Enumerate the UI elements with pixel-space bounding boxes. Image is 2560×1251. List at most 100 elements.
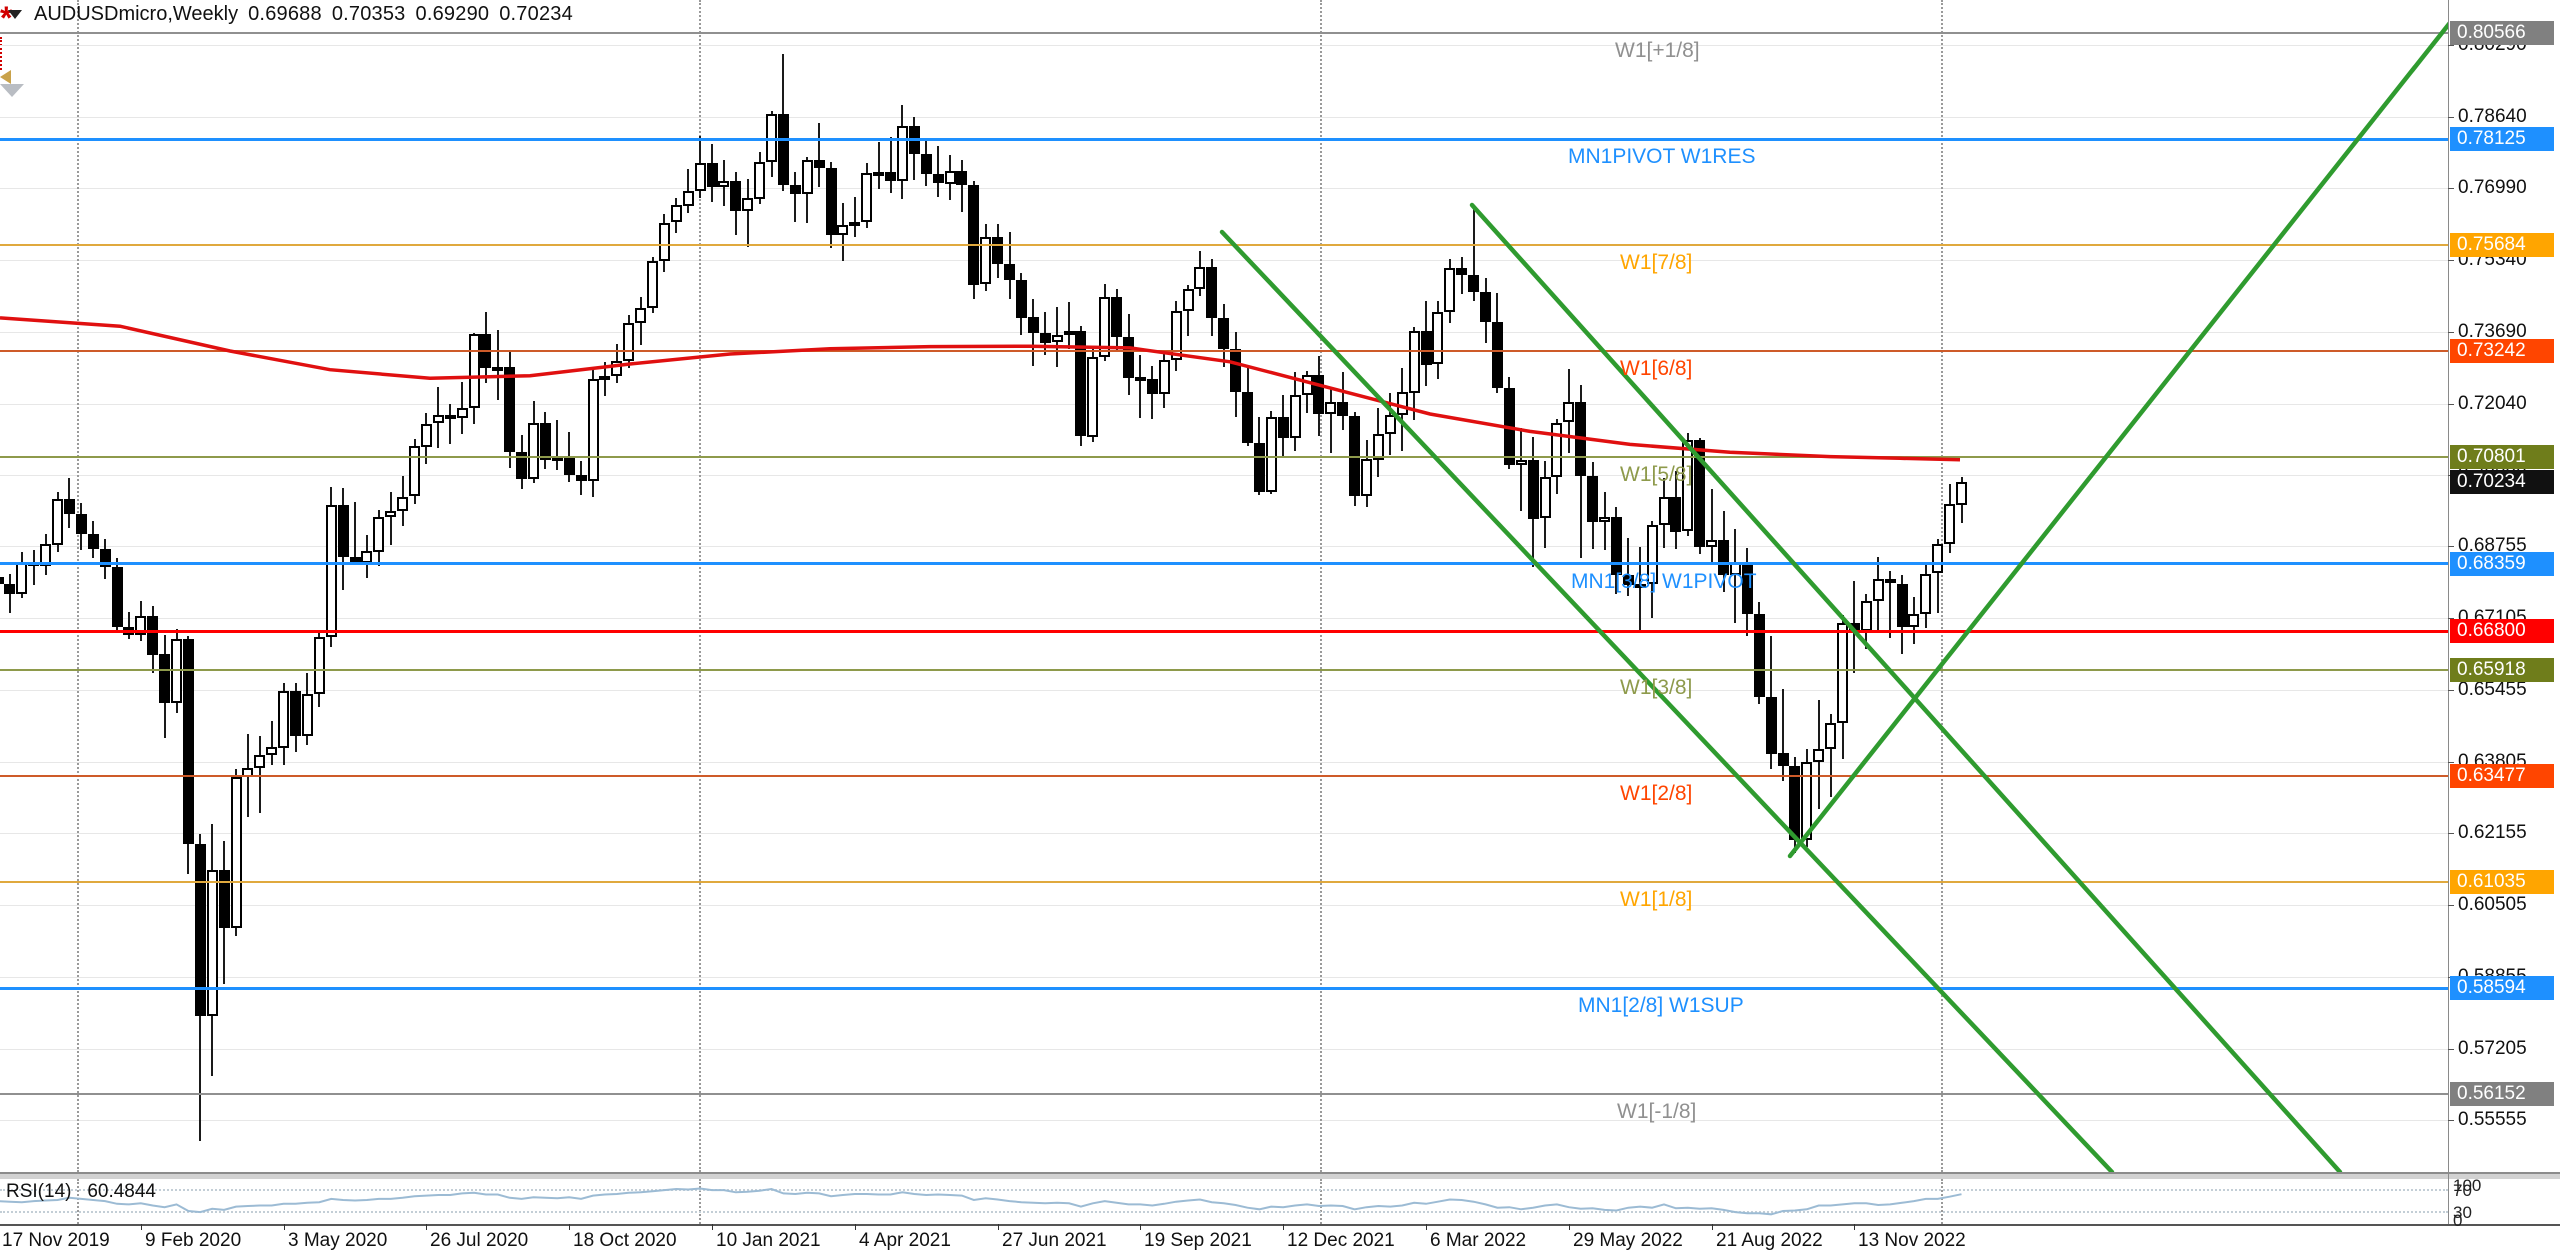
price-tick-mark xyxy=(2448,1120,2454,1121)
bear-candle xyxy=(730,181,741,211)
year-separator-line xyxy=(1941,1179,1943,1224)
murrey-level-line[interactable] xyxy=(0,562,2448,565)
entry-arrow-icon[interactable] xyxy=(0,70,11,84)
murrey-level-line[interactable] xyxy=(0,881,2448,883)
time-tick-mark xyxy=(1712,1224,1713,1230)
time-tick-label: 9 Feb 2020 xyxy=(145,1230,242,1251)
bull-candle xyxy=(1444,268,1455,312)
murrey-level-label: W1[3/8] xyxy=(1620,676,1693,699)
price-tick-mark xyxy=(2448,332,2454,333)
main-chart-pane[interactable]: W1[+1/8] MN1PIVOT W1RES W1[7/8] W1[6/8] W1[5… xyxy=(0,0,2448,1172)
price-tick-mark xyxy=(2448,618,2454,619)
bull-candle xyxy=(373,517,384,552)
grid-line xyxy=(0,905,2448,906)
ohlc-open: 0.69688 xyxy=(248,3,322,25)
grid-line xyxy=(0,260,2448,261)
candle-wick xyxy=(794,172,796,222)
bull-candle xyxy=(1052,335,1063,342)
murrey-level-line[interactable] xyxy=(0,350,2448,352)
bear-candle xyxy=(1754,614,1765,697)
bear-candle xyxy=(1492,322,1503,388)
pane-separator[interactable] xyxy=(0,1172,2560,1179)
murrey-level-line[interactable] xyxy=(0,32,2448,34)
candle-wick xyxy=(1461,257,1463,294)
moving-average-line[interactable] xyxy=(0,316,1961,462)
murrey-level-label: W1[+1/8] xyxy=(1615,39,1700,62)
rsi-line-svg xyxy=(0,1187,1962,1216)
support-line[interactable] xyxy=(0,630,2448,633)
grid-line xyxy=(0,618,2448,619)
bear-candle xyxy=(1075,331,1086,436)
murrey-level-line[interactable] xyxy=(0,244,2448,246)
murrey-level-label: MN1[2/8] W1SUP xyxy=(1578,994,1744,1017)
bull-candle xyxy=(171,639,182,703)
bear-candle xyxy=(1111,297,1122,337)
bull-candle xyxy=(1551,423,1562,477)
price-tick-mark xyxy=(2448,905,2454,906)
bull-candle xyxy=(742,198,753,211)
bear-candle xyxy=(1480,292,1491,322)
bear-candle xyxy=(338,505,349,557)
murrey-level-line[interactable] xyxy=(0,669,2448,671)
murrey-level-line[interactable] xyxy=(0,1093,2448,1095)
bull-candle xyxy=(873,172,884,176)
bear-candle xyxy=(195,844,206,1016)
chart-title: AUDUSDmicro,Weekly 0.69688 0.70353 0.692… xyxy=(8,3,573,26)
bull-candle xyxy=(421,424,432,447)
bear-candle xyxy=(564,457,575,475)
murrey-level-line[interactable] xyxy=(0,987,2448,990)
murrey-level-line[interactable] xyxy=(0,138,2448,141)
current-price-badge: 0.70234 xyxy=(2450,470,2554,494)
price-tick-mark xyxy=(2448,404,2454,405)
candle-wick xyxy=(390,492,392,545)
time-tick-mark xyxy=(1283,1224,1284,1230)
bull-candle xyxy=(231,777,242,928)
level-price-badge: 0.70801 xyxy=(2450,445,2554,469)
rsi-indicator-pane[interactable] xyxy=(0,1179,2448,1224)
candle-wick xyxy=(1734,529,1736,623)
time-tick-mark xyxy=(712,1224,713,1230)
grid-line xyxy=(0,977,2448,978)
murrey-level-label: MN1PIVOT W1RES xyxy=(1568,145,1756,168)
bull-candle xyxy=(409,446,420,496)
level-price-badge: 0.75684 xyxy=(2450,233,2554,257)
price-tick-mark xyxy=(2448,1049,2454,1050)
bear-candle xyxy=(1016,280,1027,318)
murrey-level-line[interactable] xyxy=(0,456,2448,458)
rsi-line[interactable] xyxy=(0,1187,1962,1216)
bull-candle xyxy=(278,691,289,748)
candle-wick xyxy=(1711,489,1713,562)
trendline-2[interactable] xyxy=(1469,202,2343,1172)
murrey-level-label: W1[6/8] xyxy=(1620,357,1693,380)
murrey-level-line[interactable] xyxy=(0,775,2448,777)
bull-candle xyxy=(1409,331,1420,393)
bear-candle xyxy=(1468,275,1479,292)
bull-candle xyxy=(1432,312,1443,364)
candle-wick xyxy=(878,142,880,189)
rsi-level-line xyxy=(0,1189,2448,1191)
level-price-badge: 0.65918 xyxy=(2450,658,2554,682)
bull-candle xyxy=(314,637,325,694)
bull-candle xyxy=(1290,395,1301,438)
bear-candle xyxy=(1313,375,1324,414)
grid-line xyxy=(0,762,2448,763)
bear-candle xyxy=(1278,417,1289,438)
bull-candle xyxy=(1159,360,1170,394)
time-axis[interactable]: 17 Nov 2019 9 Feb 2020 3 May 2020 26 Jul 20… xyxy=(0,1224,2560,1251)
bull-candle xyxy=(1659,497,1670,525)
bull-candle xyxy=(647,261,658,308)
trendline-3[interactable] xyxy=(1787,0,2448,859)
bull-candle xyxy=(635,308,646,323)
candle-wick xyxy=(937,146,939,197)
rsi-level-line xyxy=(0,1211,2448,1213)
sell-signal-asterisk-icon[interactable]: * xyxy=(0,0,13,36)
bear-candle xyxy=(1206,267,1217,318)
time-tick-label: 18 Oct 2020 xyxy=(573,1230,677,1251)
bull-candle xyxy=(1385,415,1396,434)
bull-candle xyxy=(1516,460,1527,465)
trendline-1[interactable] xyxy=(1219,229,2115,1172)
scroll-marker-icon[interactable] xyxy=(0,84,24,97)
time-tick-label: 6 Mar 2022 xyxy=(1430,1230,1527,1251)
chevron-down-icon[interactable] xyxy=(8,10,22,19)
